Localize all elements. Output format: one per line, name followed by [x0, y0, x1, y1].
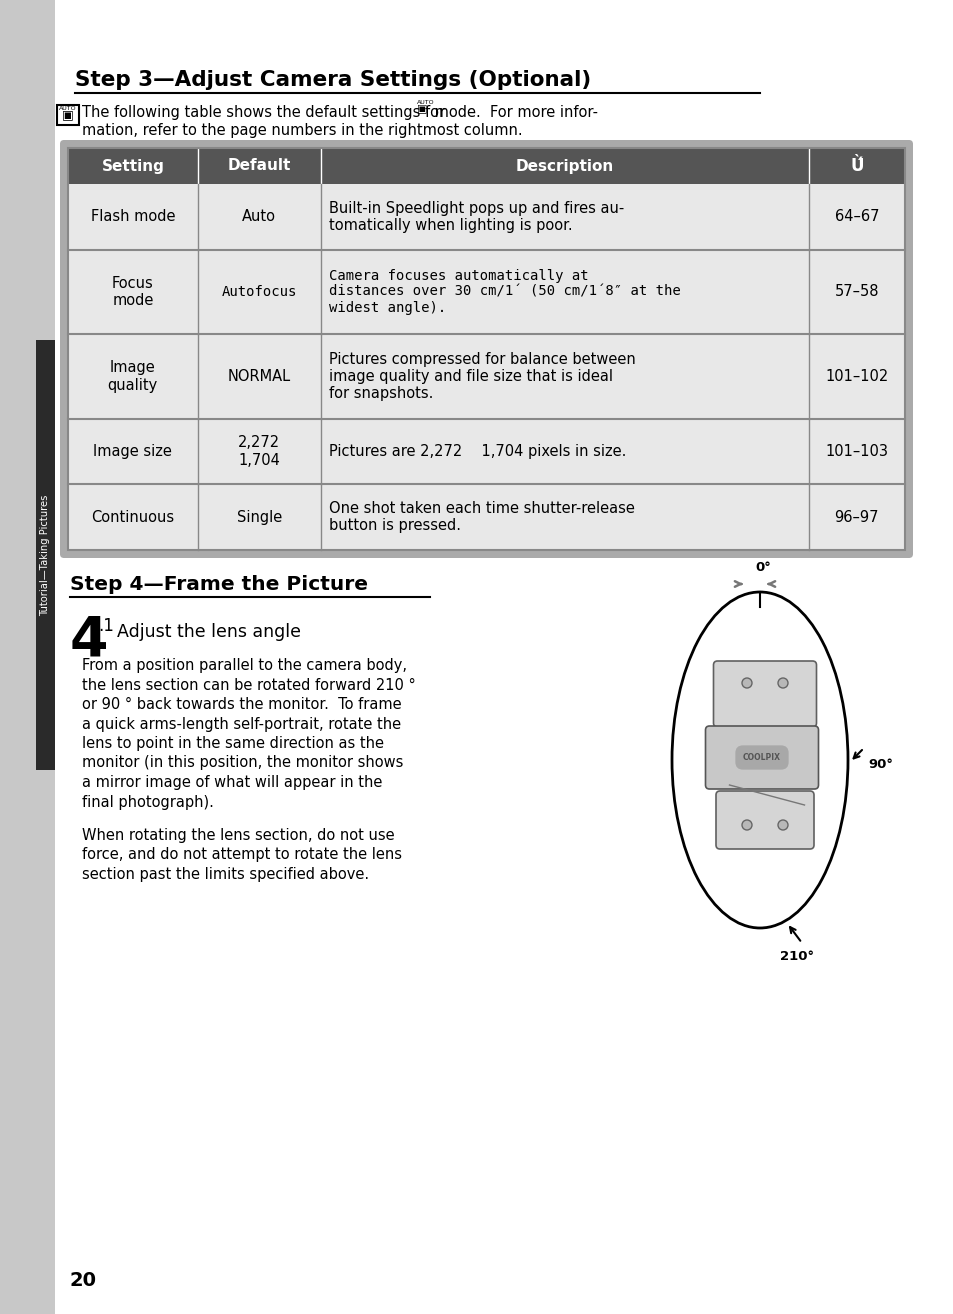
FancyBboxPatch shape — [68, 485, 904, 551]
Text: When rotating the lens section, do not use: When rotating the lens section, do not u… — [82, 828, 395, 844]
Circle shape — [741, 820, 751, 830]
Text: force, and do not attempt to rotate the lens: force, and do not attempt to rotate the … — [82, 848, 401, 862]
Text: NORMAL: NORMAL — [228, 369, 291, 384]
Text: 20: 20 — [70, 1271, 97, 1289]
Circle shape — [778, 820, 787, 830]
Text: Single: Single — [236, 510, 281, 524]
Text: the lens section can be rotated forward 210 °: the lens section can be rotated forward … — [82, 678, 416, 692]
Text: Camera focuses automatically at
distances over 30 cm/1´ (50 cm/1´8″ at the
wides: Camera focuses automatically at distance… — [329, 268, 679, 315]
Circle shape — [741, 678, 751, 689]
FancyBboxPatch shape — [60, 141, 912, 558]
FancyBboxPatch shape — [55, 0, 953, 1314]
Text: Step 4—Frame the Picture: Step 4—Frame the Picture — [70, 576, 368, 594]
Text: Default: Default — [228, 159, 291, 173]
FancyBboxPatch shape — [57, 105, 79, 125]
Text: Pictures are 2,272  1,704 pixels in size.: Pictures are 2,272 1,704 pixels in size. — [329, 444, 625, 459]
Circle shape — [778, 678, 787, 689]
Text: 101–103: 101–103 — [824, 444, 887, 459]
Text: 96–97: 96–97 — [834, 510, 879, 524]
Text: 0°: 0° — [755, 561, 770, 574]
Text: mode.  For more infor-: mode. For more infor- — [430, 105, 598, 120]
Text: a quick arms-length self-portrait, rotate the: a quick arms-length self-portrait, rotat… — [82, 716, 400, 732]
Text: 64–67: 64–67 — [834, 209, 879, 225]
FancyBboxPatch shape — [713, 661, 816, 727]
FancyBboxPatch shape — [705, 727, 818, 788]
Text: From a position parallel to the camera body,: From a position parallel to the camera b… — [82, 658, 407, 673]
FancyBboxPatch shape — [716, 791, 813, 849]
Text: .1: .1 — [98, 618, 113, 635]
Text: Flash mode: Flash mode — [91, 209, 175, 225]
FancyBboxPatch shape — [68, 184, 904, 250]
Text: or 90 ° back towards the monitor.  To frame: or 90 ° back towards the monitor. To fra… — [82, 696, 401, 712]
Text: The following table shows the default settings for: The following table shows the default se… — [82, 105, 445, 120]
Text: Image
quality: Image quality — [108, 360, 158, 393]
Text: 90°: 90° — [867, 758, 892, 771]
Text: Tutorial—Taking Pictures: Tutorial—Taking Pictures — [40, 494, 51, 616]
Text: Description: Description — [515, 159, 613, 173]
Text: 2,272
1,704: 2,272 1,704 — [238, 435, 280, 468]
Text: AUTO: AUTO — [416, 100, 435, 105]
Text: 101–102: 101–102 — [824, 369, 887, 384]
Text: Adjust the lens angle: Adjust the lens angle — [117, 623, 301, 641]
Text: Step 3—Adjust Camera Settings (Optional): Step 3—Adjust Camera Settings (Optional) — [75, 70, 591, 89]
Text: ▣: ▣ — [62, 109, 73, 121]
FancyBboxPatch shape — [36, 340, 55, 770]
FancyBboxPatch shape — [68, 419, 904, 485]
Text: a mirror image of what will appear in the: a mirror image of what will appear in th… — [82, 775, 382, 790]
Text: final photograph).: final photograph). — [82, 795, 213, 809]
Text: Pictures compressed for balance between
image quality and file size that is idea: Pictures compressed for balance between … — [329, 352, 635, 401]
Text: Auto: Auto — [242, 209, 276, 225]
Text: section past the limits specified above.: section past the limits specified above. — [82, 867, 369, 882]
Text: 4: 4 — [70, 614, 109, 668]
Text: COOLPIX: COOLPIX — [742, 753, 781, 762]
Text: One shot taken each time shutter-release
button is pressed.: One shot taken each time shutter-release… — [329, 501, 634, 533]
FancyBboxPatch shape — [0, 0, 55, 1314]
Text: 57–58: 57–58 — [834, 284, 879, 300]
FancyBboxPatch shape — [68, 334, 904, 419]
Text: Continuous: Continuous — [91, 510, 174, 524]
Text: Ù́: Ù́ — [849, 156, 862, 175]
FancyBboxPatch shape — [68, 250, 904, 334]
FancyBboxPatch shape — [68, 148, 904, 184]
Text: Focus
mode: Focus mode — [112, 276, 153, 307]
Text: Image size: Image size — [93, 444, 172, 459]
Text: mation, refer to the page numbers in the rightmost column.: mation, refer to the page numbers in the… — [82, 124, 522, 138]
Text: lens to point in the same direction as the: lens to point in the same direction as t… — [82, 736, 384, 752]
Text: 210°: 210° — [780, 950, 813, 963]
Text: Built-in Speedlight pops up and fires au-
tomatically when lighting is poor.: Built-in Speedlight pops up and fires au… — [329, 201, 623, 233]
Text: Autofocus: Autofocus — [221, 285, 296, 298]
Text: AUTO: AUTO — [59, 105, 77, 110]
Text: monitor (in this position, the monitor shows: monitor (in this position, the monitor s… — [82, 756, 403, 770]
Text: Setting: Setting — [101, 159, 164, 173]
Text: ▣: ▣ — [416, 104, 427, 114]
